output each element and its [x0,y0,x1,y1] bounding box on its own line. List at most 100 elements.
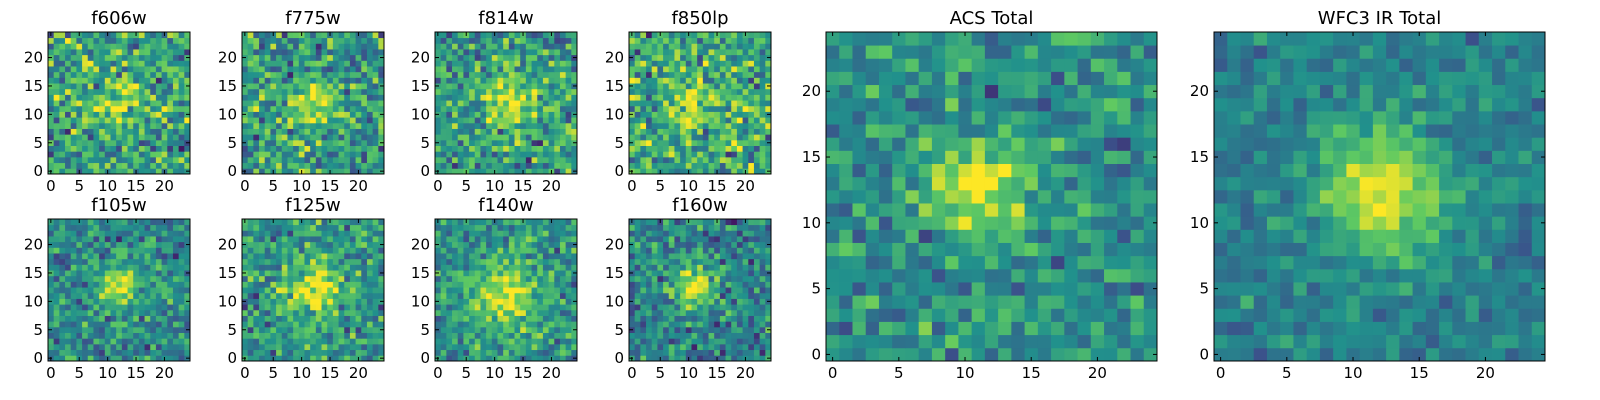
x-tick-label: 5 [268,177,278,195]
heatmap-cell [70,77,77,84]
heatmap-cell [104,162,111,169]
heatmap-cell [446,43,453,50]
heatmap-cell [486,236,493,243]
heatmap-cell [372,162,379,169]
heatmap-cell [293,168,300,175]
heatmap-cell [559,111,567,118]
heatmap-cell [525,281,532,288]
heatmap-cell [491,321,498,328]
heatmap-cell [486,343,493,351]
heatmap-cell [304,156,311,164]
heatmap-cell [264,162,271,169]
heatmap-cell [332,88,339,95]
heatmap-cell [127,275,134,282]
heatmap-cell [70,287,77,294]
heatmap-cell [138,230,145,237]
heatmap-cell [133,326,140,333]
heatmap-cell [167,94,174,101]
heatmap-cell [87,349,94,356]
heatmap-cell [480,326,487,333]
heatmap-cell [503,66,510,73]
heatmap-cell [514,219,521,226]
heatmap-cell [537,66,544,73]
y-tick-label: 20 [605,49,624,67]
heatmap-cell [133,94,140,101]
heatmap-cell [559,304,567,311]
heatmap-cell [127,281,134,288]
heatmap-cell [366,162,374,169]
heatmap-cell [657,145,664,152]
heatmap-cell [366,49,374,56]
heatmap-cell [542,338,549,345]
heatmap-cell [452,151,459,158]
heatmap-cell [138,100,145,107]
heatmap-cell [87,287,94,294]
heatmap-cell [155,224,162,231]
heatmap-cell [497,321,504,328]
heatmap-cell [685,94,692,101]
heatmap-cell [731,100,738,107]
heatmap-cell [298,117,305,124]
heatmap-cell [172,304,180,311]
heatmap-cell [99,128,106,135]
x-tick-label: 10 [679,177,698,195]
heatmap-cell [742,304,749,311]
heatmap-cell [315,71,322,78]
heatmap-cell [133,343,140,351]
heatmap-cell [82,168,89,175]
heatmap-cell [759,304,766,311]
heatmap-cell [514,128,521,135]
heatmap-cell [674,43,681,50]
heatmap-cell [315,236,322,243]
heatmap-cell [531,54,538,61]
heatmap-cell [99,94,106,101]
heatmap-cell [520,37,527,44]
heatmap-cell [719,60,726,67]
heatmap-cell [259,338,266,345]
heatmap-cell [304,224,311,231]
heatmap-cell [338,128,345,135]
heatmap-cell [321,292,328,299]
heatmap-cell [708,117,715,124]
heatmap-cell [508,32,515,39]
heatmap-cell [457,66,464,73]
heatmap-cell [514,275,521,282]
heatmap-cell [349,83,356,90]
heatmap-cell [82,349,89,356]
heatmap-cell [753,275,761,282]
heatmap-cell [446,100,453,107]
heatmap-cell [765,287,772,294]
heatmap-cell [508,292,515,299]
heatmap-cell [559,139,567,146]
heatmap-cell [327,230,334,237]
heatmap-cell [542,168,549,175]
heatmap-cell [480,298,487,305]
heatmap-cell [525,117,532,124]
heatmap-cell [321,32,328,39]
heatmap-cell [70,236,77,243]
heatmap-cell [321,247,328,254]
heatmap-cell [48,128,55,135]
heatmap-cell [508,326,515,333]
heatmap-cell [474,355,481,362]
heatmap-cell [133,49,140,56]
heatmap-cell [503,134,510,141]
heatmap-cell [565,139,572,146]
heatmap-cell [378,338,385,345]
heatmap-cell [554,338,561,345]
heatmap-cell [435,77,442,84]
heatmap-cell [327,343,334,351]
heatmap-cell [293,343,300,351]
heatmap-cell [184,117,191,124]
heatmap-cell [571,247,578,254]
heatmap-cell [520,326,527,333]
heatmap-cell [242,287,249,294]
heatmap-cell [99,151,106,158]
heatmap-cell [542,247,549,254]
heatmap-cell [463,77,470,84]
heatmap-cell [293,71,300,78]
heatmap-cell [657,270,664,277]
heatmap-cell [172,275,180,282]
heatmap-cell [680,117,687,124]
heatmap-cell [116,49,123,56]
